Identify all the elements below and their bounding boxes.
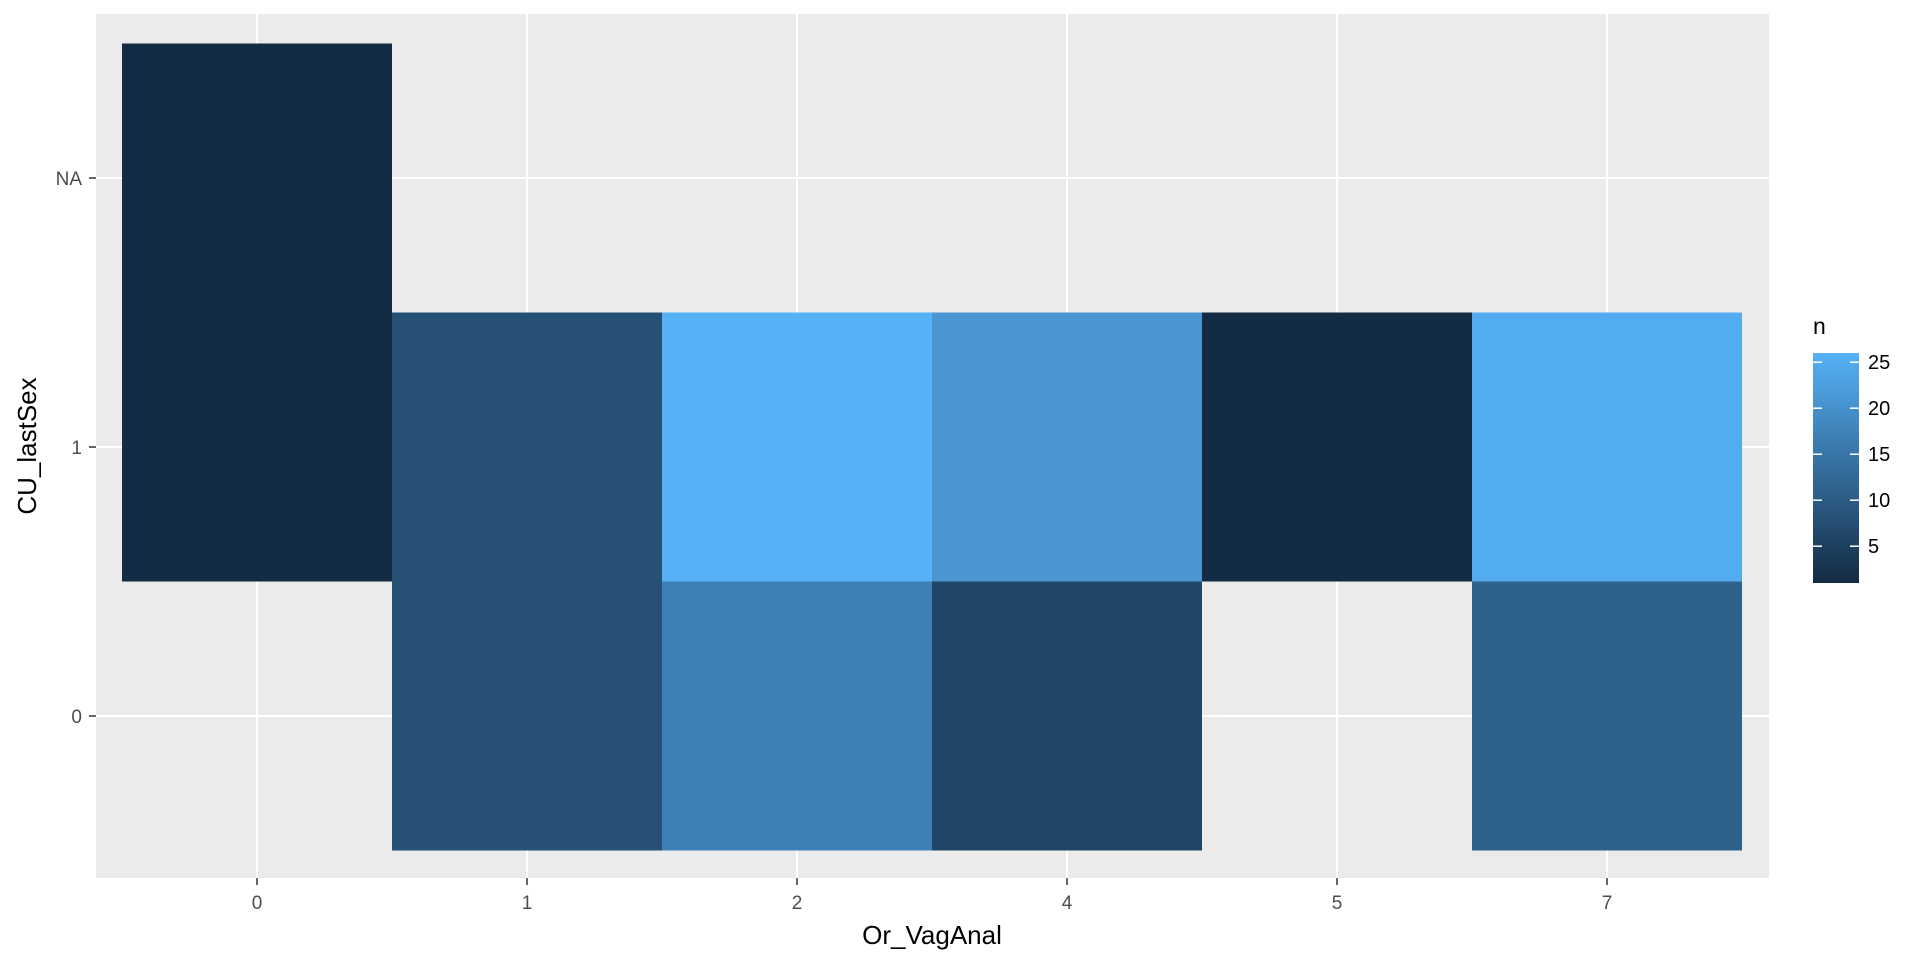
legend-tick-label: 5 (1868, 536, 1879, 558)
legend-tick-label: 20 (1868, 398, 1890, 420)
y-axis-title: CU_lastSex (12, 377, 42, 514)
heatmap-tile (662, 312, 932, 582)
legend-tick-label: 10 (1868, 490, 1890, 512)
heatmap-tile (392, 581, 662, 851)
x-tick-label: 2 (792, 893, 803, 914)
legend-ticks: 5 10 15 20 25 (1813, 352, 1890, 558)
heatmap-tile (932, 312, 1202, 582)
x-tick-label: 4 (1062, 893, 1073, 914)
heatmap-tile (392, 312, 662, 582)
legend-colorbar (1813, 353, 1859, 583)
x-tick-label: 0 (252, 893, 263, 914)
y-tick-label: NA (56, 169, 83, 190)
heatmap-tile (932, 581, 1202, 851)
color-legend: n 5 10 15 20 25 (1813, 313, 1890, 583)
x-tick-label: 5 (1332, 893, 1343, 914)
heatmap-tiles (122, 43, 1742, 851)
heatmap-tile (122, 312, 392, 582)
legend-tick-label: 15 (1868, 444, 1890, 466)
legend-title: n (1813, 313, 1826, 339)
y-tick-label: 1 (71, 438, 82, 459)
y-axis: 0 1 NA (56, 169, 96, 728)
heatmap-tile (662, 581, 932, 851)
x-tick-label: 7 (1602, 893, 1613, 914)
heatmap-tile (1202, 312, 1472, 582)
heatmap-tile (1472, 312, 1742, 582)
heatmap-tile (122, 43, 392, 313)
legend-tick-label: 25 (1868, 352, 1890, 374)
x-axis-title: Or_VagAnal (862, 920, 1002, 950)
x-tick-label: 1 (522, 893, 533, 914)
heatmap-tile (1472, 581, 1742, 851)
y-tick-label: 0 (71, 707, 82, 728)
x-axis: 0 1 2 4 5 7 (252, 878, 1613, 914)
